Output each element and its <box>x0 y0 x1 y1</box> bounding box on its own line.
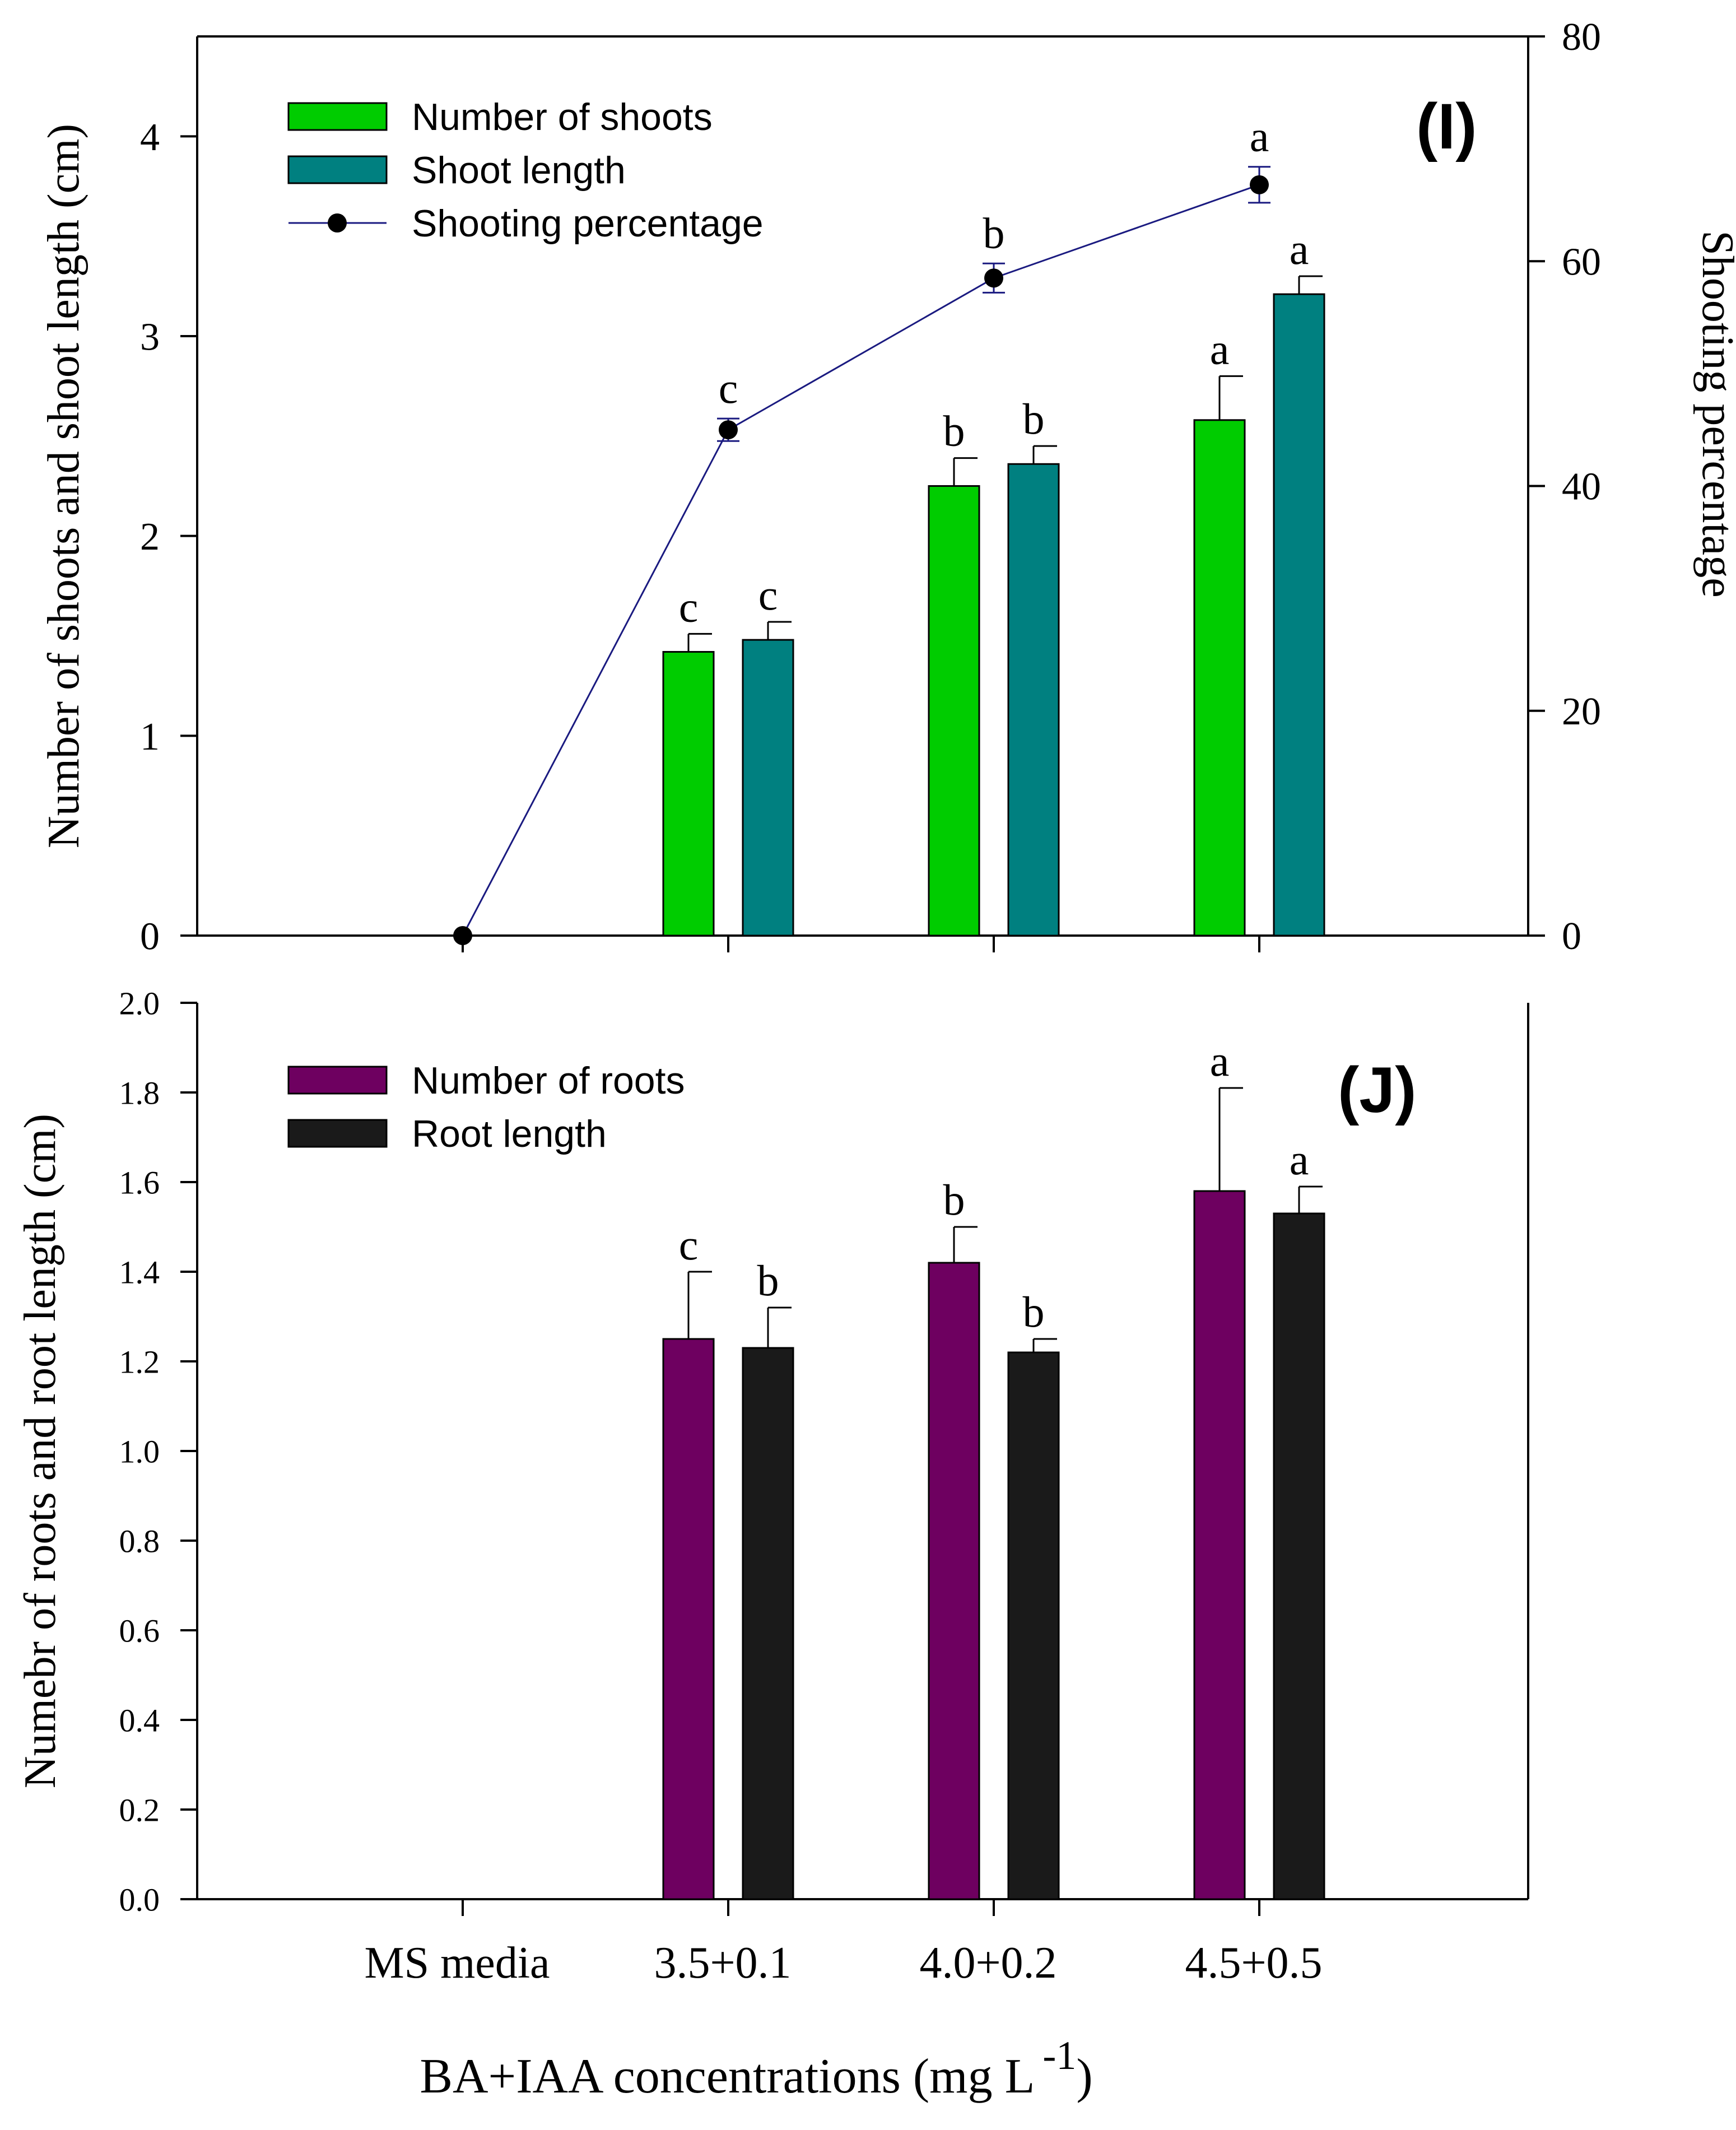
x-axis-title-end: ) <box>1076 2049 1092 2104</box>
significance-letter: a <box>1290 1135 1309 1184</box>
bar <box>928 1262 980 1900</box>
significance-letter: b <box>757 1256 779 1305</box>
x-axis-title-sup: -1 <box>1042 2033 1076 2078</box>
legend-label: Shoot length <box>412 149 626 192</box>
x-axis-title: BA+IAA concentrations (mg L -1) <box>420 2033 1092 2104</box>
significance-letter: b <box>1023 394 1045 443</box>
line-point <box>984 268 1003 288</box>
bar <box>742 639 794 937</box>
significance-letter: a <box>1210 324 1230 373</box>
bar <box>1273 293 1325 937</box>
y-axis-title: Number of shoots and shoot length (cm) <box>39 124 89 848</box>
significance-letter: c <box>758 570 778 619</box>
significance-letter: b <box>943 1175 965 1224</box>
y-tick-label: 0.4 <box>119 1702 160 1738</box>
significance-letter: b <box>943 407 965 455</box>
bar <box>928 485 980 937</box>
significance-letter: a <box>1210 1036 1230 1085</box>
y2-tick-label: 20 <box>1562 690 1601 733</box>
y-tick-label: 0.8 <box>119 1523 160 1559</box>
legend-swatch <box>287 1066 388 1095</box>
x-tick-label: 4.0+0.2 <box>919 1938 1057 1988</box>
bar <box>662 651 715 937</box>
panel-label: (J) <box>1338 1054 1417 1126</box>
bar <box>1273 1212 1325 1900</box>
significance-letter: c <box>719 364 738 412</box>
significance-letter: a <box>1250 112 1269 161</box>
y-tick-label: 1.6 <box>119 1164 160 1201</box>
line-series <box>462 184 1260 936</box>
y-tick-label: 2.0 <box>119 985 160 1021</box>
bar <box>1007 1351 1060 1900</box>
legend-swatch <box>287 102 388 131</box>
y2-tick-label: 0 <box>1562 915 1581 958</box>
significance-letter: c <box>679 582 699 631</box>
y2-axis-title: Shooting percentage <box>1693 230 1736 597</box>
y-tick-label: 1 <box>140 715 160 759</box>
bar <box>1193 419 1246 937</box>
y-tick-label: 0 <box>140 915 160 959</box>
y-tick-label: 4 <box>140 116 160 159</box>
y-tick-label: 1.4 <box>119 1254 160 1290</box>
legend-label: Root length <box>412 1113 607 1155</box>
x-tick-label: 4.5+0.5 <box>1185 1938 1322 1988</box>
y-tick-label: 0.6 <box>119 1612 160 1649</box>
significance-letter: c <box>679 1220 699 1269</box>
y2-tick-label: 60 <box>1562 240 1601 283</box>
y-tick-label: 1.8 <box>119 1075 160 1111</box>
y-axis-title: Numebr of roots and root length (cm) <box>16 1114 65 1788</box>
line-point <box>453 926 472 945</box>
legend-swatch <box>287 1119 388 1148</box>
panel-J: 0.0 0.2 0.4 0.6 0.8 1.0 1.2 1.4 1.6 1.8 2.0 c b a b b a N… <box>16 985 1529 2104</box>
bar <box>1193 1190 1246 1900</box>
y2-tick-label: 40 <box>1562 466 1601 509</box>
y-tick-label: 3 <box>140 316 160 359</box>
significance-letter: a <box>1290 225 1309 273</box>
x-axis-title-main: BA+IAA concentrations (mg L <box>420 2049 1035 2104</box>
y-tick-label: 0.0 <box>119 1881 160 1918</box>
y2-tick-label: 80 <box>1562 16 1601 59</box>
y-tick-label: 2 <box>140 515 160 559</box>
significance-letter: b <box>983 208 1005 257</box>
bar <box>742 1347 794 1900</box>
y-tick-label: 1.0 <box>119 1433 160 1469</box>
bar <box>1007 463 1060 937</box>
legend-label: Shooting percentage <box>412 202 764 245</box>
legend-label: Number of shoots <box>412 96 713 138</box>
y-tick-label: 0.2 <box>119 1792 160 1828</box>
bar <box>662 1338 715 1900</box>
significance-letter: b <box>1023 1287 1045 1336</box>
line-point <box>1250 175 1269 194</box>
panel-label: (I) <box>1416 91 1477 162</box>
x-tick-label: 3.5+0.1 <box>654 1938 791 1988</box>
line-point <box>719 420 738 440</box>
legend-marker <box>328 213 347 232</box>
legend-swatch <box>287 155 388 184</box>
x-tick-label: MS media <box>364 1938 550 1988</box>
y-tick-label: 1.2 <box>119 1343 160 1380</box>
legend-label: Number of roots <box>412 1059 685 1102</box>
